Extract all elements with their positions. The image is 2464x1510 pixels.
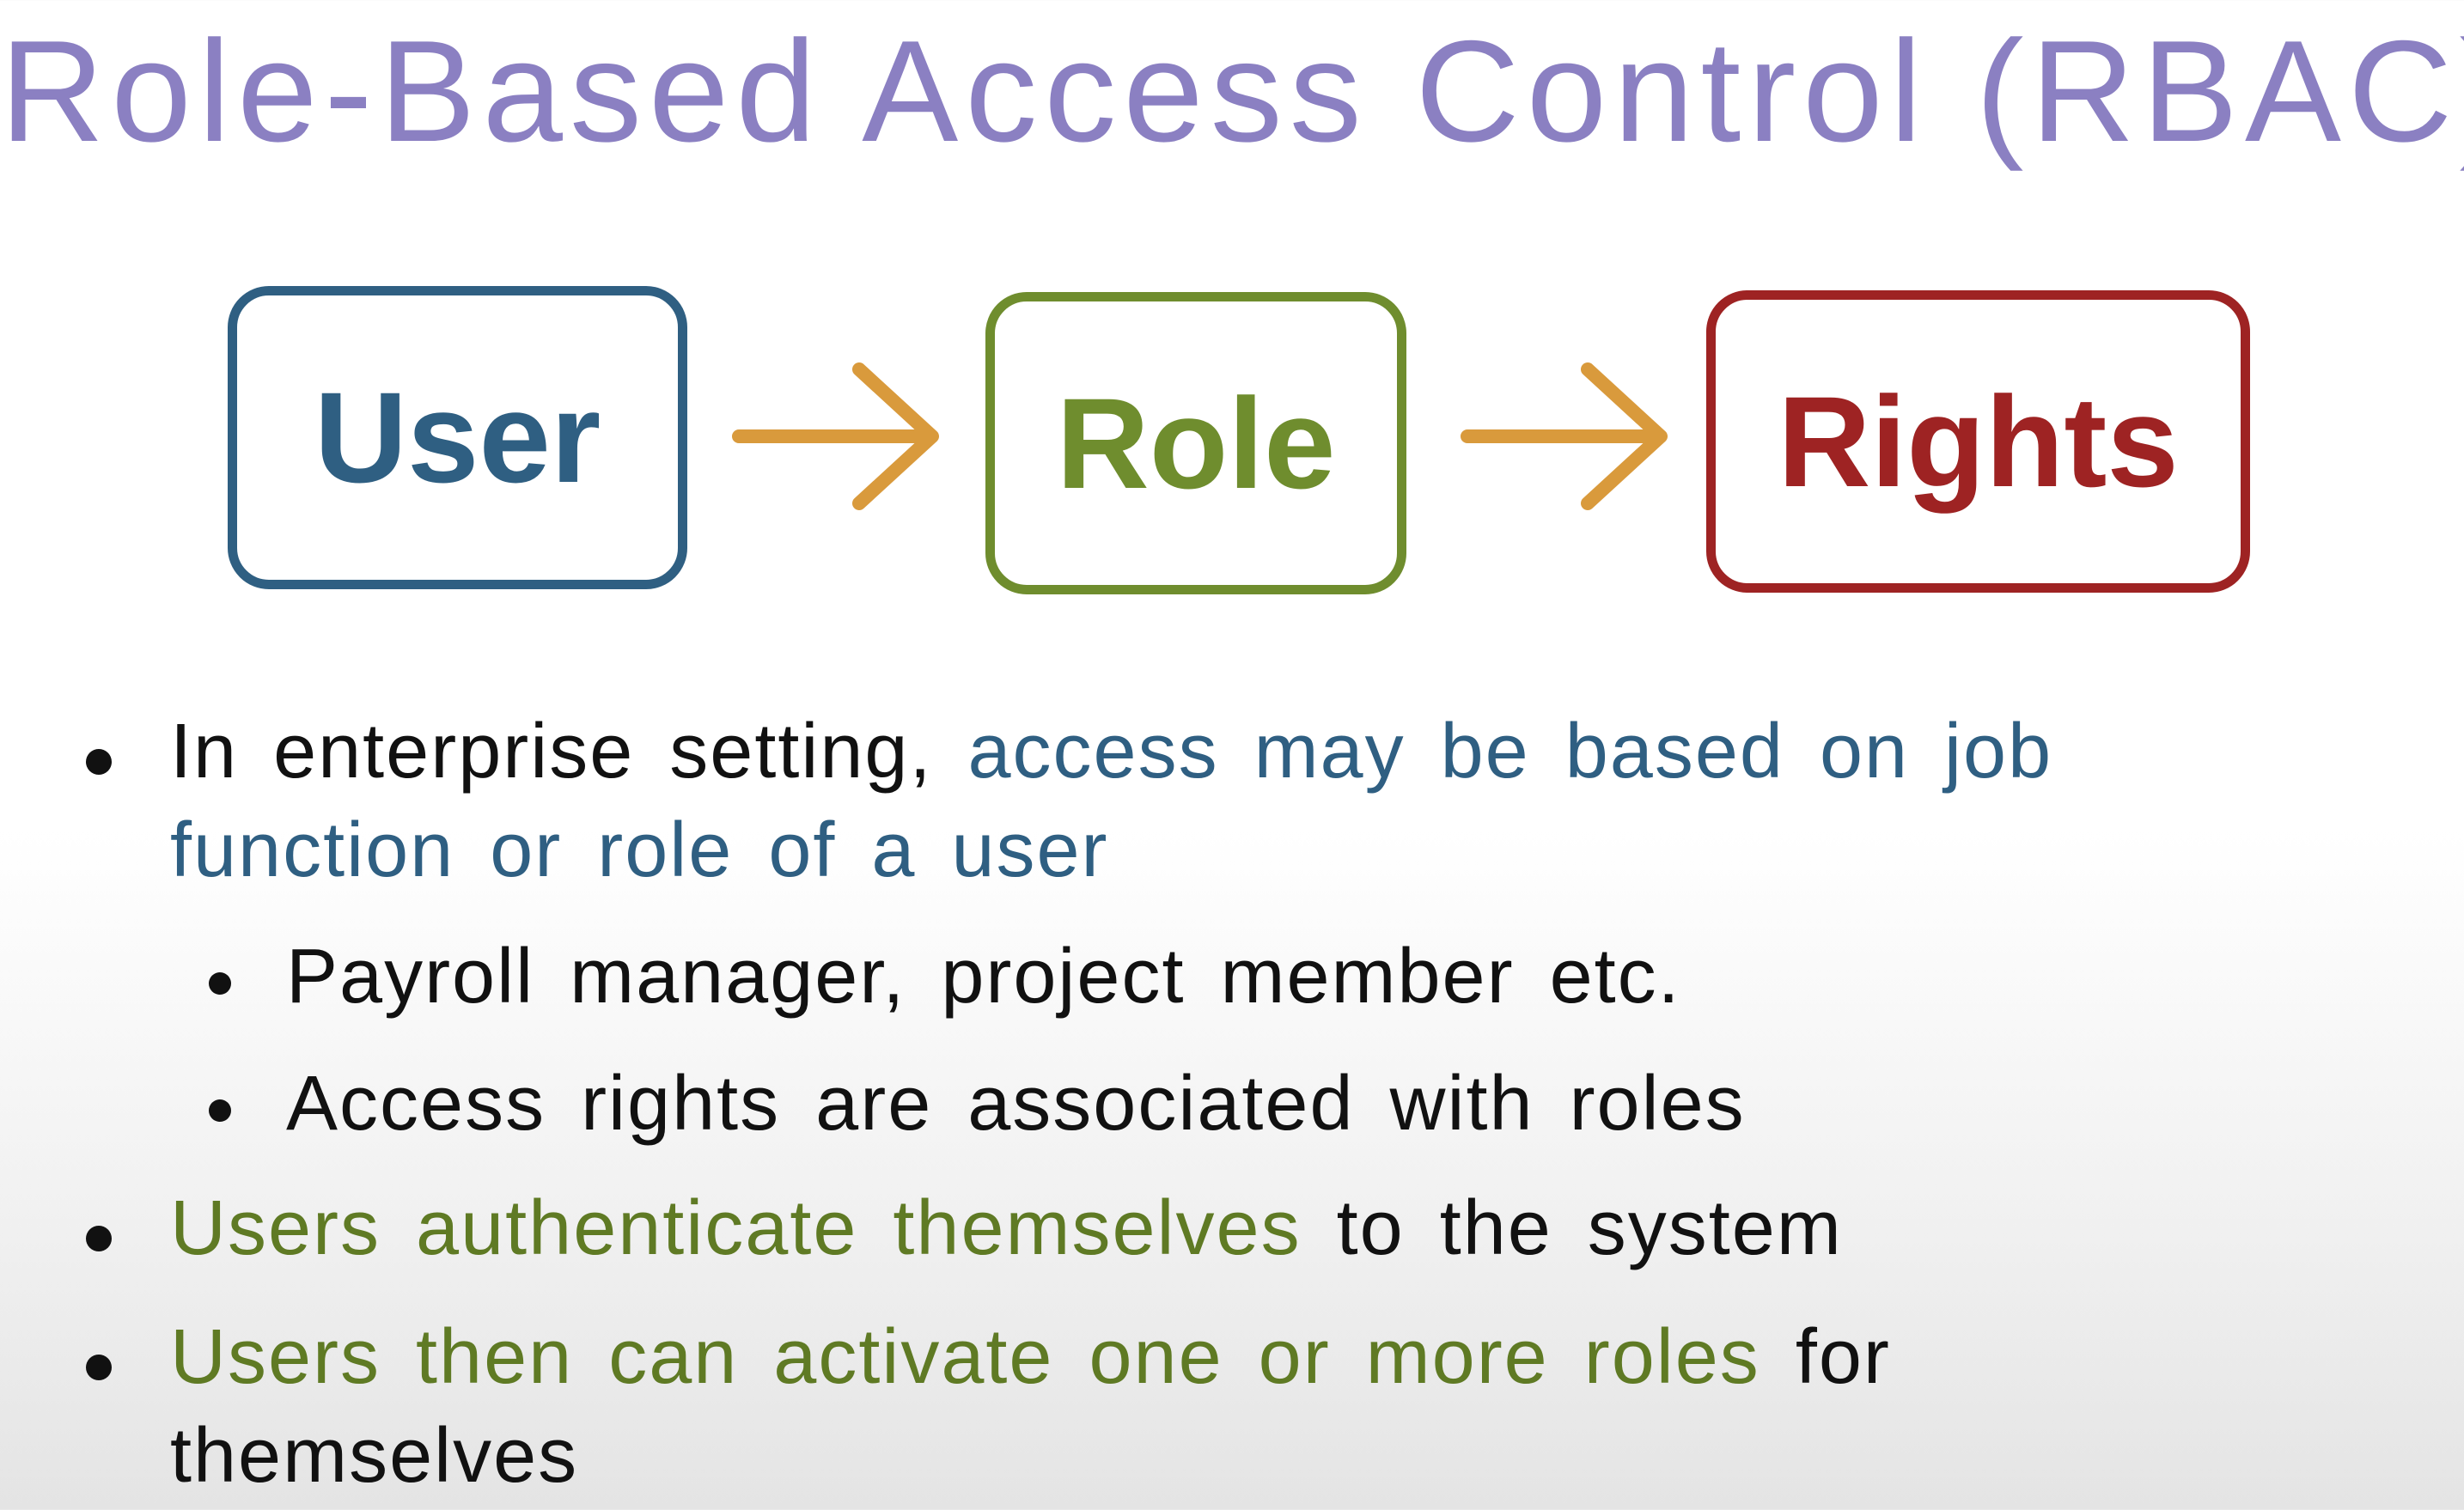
text-segment: In enterprise setting, bbox=[170, 709, 933, 795]
node-label: Rights bbox=[1778, 368, 2179, 514]
node-box: Rights bbox=[1706, 290, 2250, 593]
node-label: User bbox=[314, 365, 601, 509]
text-segment: Access rights are associated with roles bbox=[286, 1061, 1746, 1147]
bullet-line: Users authenticate themselves to the sys… bbox=[170, 1190, 1843, 1267]
bullet-dot bbox=[209, 972, 231, 995]
text-segment: Users authenticate themselves bbox=[170, 1185, 1302, 1271]
node-box: Role bbox=[985, 292, 1406, 594]
text-segment: Payroll manager, project member etc. bbox=[286, 934, 1681, 1020]
bullet-line: themselves bbox=[170, 1417, 578, 1495]
bullet-line: Payroll manager, project member etc. bbox=[286, 938, 1681, 1015]
arrow bbox=[732, 362, 939, 510]
bullet-line: Users then can activate one or more role… bbox=[170, 1318, 1891, 1396]
text-segment: for bbox=[1795, 1314, 1891, 1400]
node-label: Role bbox=[1056, 370, 1336, 515]
text-segment: access may be based on job bbox=[967, 709, 2053, 795]
bullet-line: Access rights are associated with roles bbox=[286, 1065, 1746, 1142]
text-segment: function or role of a user bbox=[170, 807, 1109, 893]
text-segment: themselves bbox=[170, 1413, 579, 1499]
bullet-line: In enterprise setting, access may be bas… bbox=[170, 713, 2052, 790]
bullet-dot bbox=[209, 1099, 231, 1122]
node-box: User bbox=[228, 286, 687, 589]
arrow bbox=[1461, 362, 1668, 510]
text-segment: Users then can activate one or more role… bbox=[170, 1314, 1760, 1400]
bullet-dot bbox=[86, 1226, 112, 1251]
bullet-line: function or role of a user bbox=[170, 812, 1109, 889]
slide-title: Role-Based Access Control (RBAC) bbox=[0, 10, 2464, 172]
bullet-dot bbox=[86, 749, 112, 775]
text-segment: to the system bbox=[1336, 1185, 1843, 1271]
bullet-dot bbox=[86, 1355, 112, 1380]
